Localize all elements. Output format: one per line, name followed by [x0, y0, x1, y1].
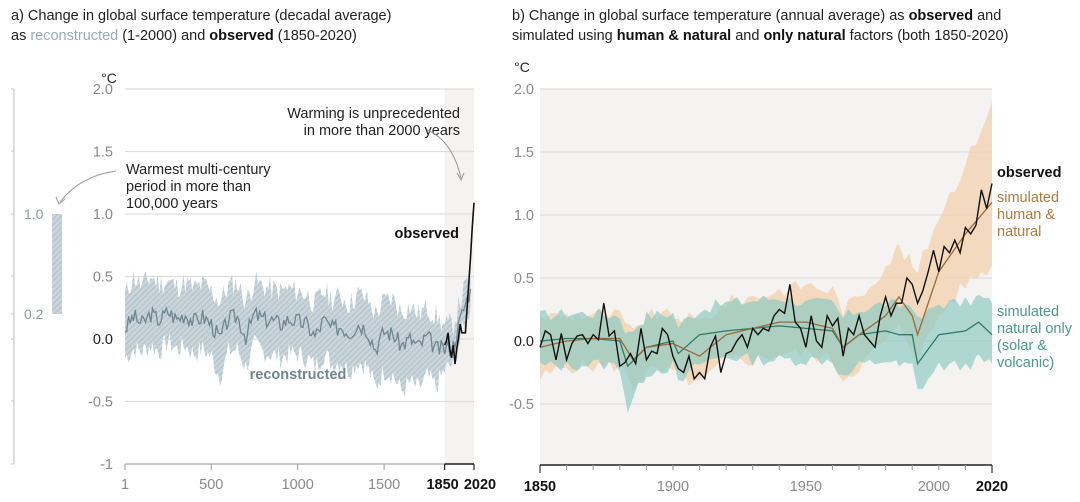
panel-a-series — [124, 202, 475, 397]
y-tick-label: -0.5 — [509, 397, 534, 413]
panel-b-title: b) Change in global surface temperature … — [512, 6, 1008, 46]
y-tick-label: 0.0 — [514, 334, 534, 350]
annotation-warmest-arrow — [59, 170, 117, 203]
legend-natural-line2: natural only — [997, 321, 1073, 337]
y-tick-label: 1.0 — [93, 207, 113, 223]
x-tick-label: 1000 — [282, 477, 314, 493]
panel-a-unit-label: °C — [101, 70, 117, 86]
y-tick-label: 0.0 — [93, 332, 113, 348]
title-text: as — [11, 28, 31, 44]
y-tick-label: -1 — [100, 457, 113, 473]
legend-observed: observed — [997, 165, 1061, 181]
x-tick-label: 1 — [121, 477, 129, 493]
panel-a-title-line2: as reconstructed (1-2000) and observed (… — [11, 26, 391, 46]
annotation-warmest-line1: Warmest multi-century — [126, 162, 271, 178]
side-label-1-0: 1.0 — [24, 206, 44, 222]
legend-human-line2: human & — [997, 207, 1055, 223]
title-text: and — [973, 8, 1002, 24]
reconstructed-line — [124, 288, 472, 357]
x-tick-label: 2020 — [464, 477, 496, 493]
annotation-warming-line2: in more than 2000 years — [304, 123, 460, 139]
panel-b-title-line1: b) Change in global surface temperature … — [512, 6, 1008, 26]
panel-b: 2.0 1.5 1.0 0.5 0.0 -0.5 1850 1900 1950 2000 2020… — [509, 59, 1073, 495]
observed-line-b — [539, 183, 993, 381]
side-label-0-2: 0.2 — [24, 306, 44, 322]
title-text: (1850-2020) — [273, 28, 357, 44]
x-tick-label: 1850 — [524, 479, 556, 495]
title-text: factors (both 1850-2020) — [845, 28, 1009, 44]
legend-natural-line1: simulated — [997, 304, 1059, 320]
panel-b-y-ticks: 2.0 1.5 1.0 0.5 0.0 -0.5 — [509, 82, 534, 413]
title-only-natural: only natural — [763, 28, 846, 44]
x-tick-label: 500 — [199, 477, 223, 493]
panel-a: 2.01.51.00.50.0-0.5-1 1 500 1000 1500 1850 20… — [11, 70, 496, 493]
panel-a-title-line1: a) Change in global surface temperature … — [11, 8, 392, 24]
arrowhead-icon — [55, 196, 66, 205]
legend-human-line1: simulated — [997, 190, 1059, 206]
x-tick-label: 1500 — [368, 477, 400, 493]
y-tick-label: 0.5 — [93, 270, 113, 286]
observed-line-a — [443, 202, 475, 365]
panel-a-side-scale: 1.0 0.2 — [11, 88, 62, 465]
human-natural-line — [539, 201, 993, 361]
annotation-warming-line1: Warming is unprecedented — [287, 106, 460, 122]
legend-human-line3: natural — [997, 224, 1041, 240]
panel-b-series — [539, 101, 993, 413]
y-tick-label: 2.0 — [93, 82, 113, 98]
label-reconstructed: reconstructed — [250, 367, 347, 383]
arrowhead-icon — [456, 172, 465, 182]
x-tick-label: 1850 — [426, 477, 458, 493]
legend-natural-line4: volcanic) — [997, 355, 1054, 371]
reconstructed-band — [125, 270, 471, 397]
title-observed: observed — [908, 8, 974, 24]
y-tick-label: 0.5 — [514, 271, 534, 287]
panel-b-unit-label: °C — [514, 59, 530, 75]
title-text: (1-2000) and — [118, 28, 210, 44]
title-reconstructed: reconstructed — [30, 28, 119, 44]
warmest-period-bar — [52, 214, 62, 314]
label-observed-a: observed — [395, 226, 459, 242]
title-observed: observed — [209, 28, 274, 44]
y-tick-label: 1.5 — [93, 145, 113, 161]
x-tick-label: 2000 — [918, 479, 950, 495]
panel-b-title-line2: simulated using human & natural and only… — [512, 26, 1008, 46]
panel-b-x-axis: 1850 1900 1950 2000 2020 — [524, 464, 1008, 495]
x-tick-label: 1900 — [657, 479, 689, 495]
annotation-warmest-line2: period in more than — [126, 179, 251, 195]
legend-natural-line3: (solar & — [997, 338, 1047, 354]
panel-a-x-axis: 1 500 1000 1500 1850 2020 — [121, 463, 496, 493]
title-human-natural: human & natural — [616, 28, 732, 44]
annotation-warming-arrow — [426, 129, 462, 179]
x-tick-label: 2020 — [976, 479, 1008, 495]
natural-only-line — [539, 321, 993, 368]
y-tick-label: -0.5 — [88, 395, 113, 411]
panel-a-y-ticks: 2.0 1.5 1.0 0.5 0.0 -0.5 -1 — [88, 82, 113, 473]
title-text: b) Change in global surface temperature … — [512, 8, 909, 24]
y-tick-label: 2.0 — [514, 82, 534, 98]
panel-a-title: a) Change in global surface temperature … — [11, 6, 391, 46]
y-tick-label: 1.5 — [514, 145, 534, 161]
annotation-warmest-line3: 100,000 years — [126, 196, 218, 212]
title-text: simulated using — [512, 28, 617, 44]
y-tick-label: 1.0 — [514, 208, 534, 224]
title-text: and — [731, 28, 764, 44]
x-tick-label: 1950 — [790, 479, 822, 495]
